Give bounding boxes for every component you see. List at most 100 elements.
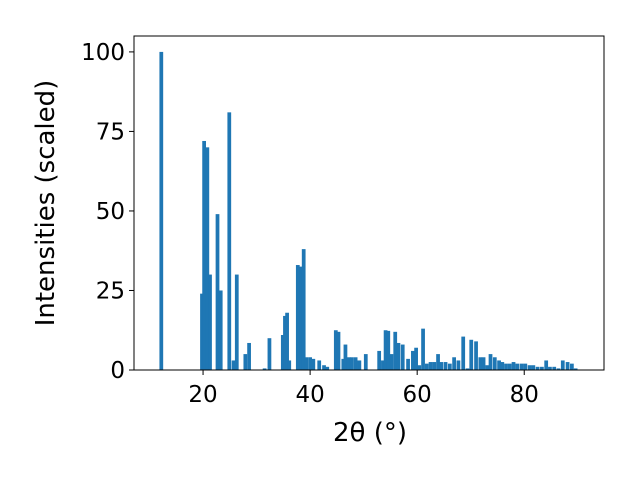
bar [325,366,330,370]
bar [389,354,394,370]
y-axis-label: Intensities (scaled) [31,80,61,327]
bar [443,362,448,370]
bar [215,214,220,370]
bar [377,350,382,370]
bar [383,330,388,370]
bar [570,363,574,370]
bar [243,354,248,370]
bar [287,360,292,370]
bar [283,315,287,370]
bar [200,293,204,370]
x-axis-label: 2θ (°) [333,418,407,448]
bar [504,363,508,370]
bar [474,341,478,370]
bar [527,365,532,370]
bar [202,140,206,370]
bar [439,362,444,370]
x-axis-ticks: 20 40 60 80 [188,370,539,408]
bar [432,362,437,370]
bar [469,339,474,370]
bar [511,362,516,370]
bar [343,344,348,370]
bar [492,357,497,370]
bar [322,365,326,370]
bar [346,357,351,370]
y-axis-ticks: 0 25 50 75 100 [81,40,134,384]
bar [231,360,236,370]
bar [363,354,368,370]
bar [535,366,540,370]
y-tick-label: 50 [96,199,125,225]
bar [428,362,433,370]
bar [308,357,312,370]
y-tick-label: 100 [81,40,125,66]
bar [205,147,210,370]
y-tick-label: 75 [96,119,125,145]
bar [411,350,415,370]
bar [556,368,561,370]
bar [311,358,316,370]
y-tick-label: 25 [96,278,125,304]
bars-group [159,51,578,371]
bar [336,331,341,370]
bar [267,338,272,370]
bar [295,265,300,370]
bar [262,368,267,370]
bar [478,357,483,370]
bar [573,368,578,370]
bar [349,357,354,370]
bar [452,357,456,370]
bar [406,358,410,370]
x-tick-label: 40 [295,382,324,408]
bar [396,342,401,370]
bar [317,360,322,370]
bar [560,360,565,370]
x-tick-label: 80 [510,382,539,408]
bar [247,342,251,370]
bar [461,336,466,370]
bar [519,363,524,370]
bar [481,357,486,370]
bar [285,312,289,370]
bar [424,363,429,370]
bar [414,347,418,370]
bar [280,335,285,370]
bar [531,365,536,370]
bar [299,266,303,370]
x-tick-label: 60 [403,382,432,408]
bar [465,368,470,370]
bar [421,328,425,370]
bar [304,357,309,370]
bar [208,274,212,370]
bar [548,366,552,370]
bar [353,357,358,370]
bar [301,249,306,370]
x-tick-label: 20 [188,382,217,408]
bar [523,363,528,370]
bar [393,331,398,370]
bar [333,330,338,370]
bar [515,363,520,370]
bar [488,354,493,370]
bar [218,290,223,370]
bar [540,366,544,370]
bar [507,363,512,370]
bar [500,362,505,370]
bar [436,354,440,370]
bar [485,365,490,370]
bar [341,358,346,370]
bar [357,360,362,370]
bar [234,274,239,370]
y-tick-label: 0 [110,358,125,384]
bar [417,365,422,370]
bar [447,363,452,370]
bar [227,112,232,370]
bar [497,360,501,370]
bar [400,344,405,370]
bar [552,366,557,370]
plot-frame [133,35,605,371]
bar [381,360,385,370]
bar [456,360,461,370]
